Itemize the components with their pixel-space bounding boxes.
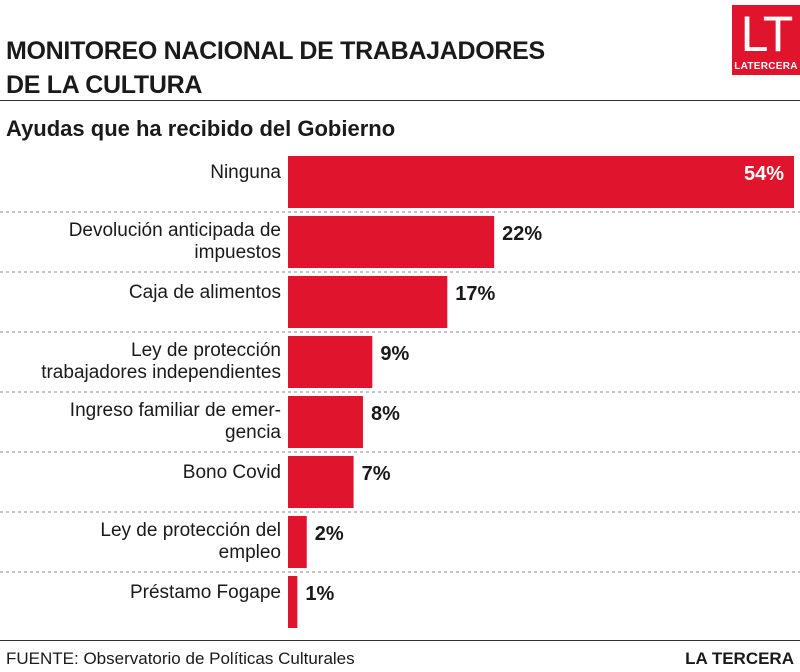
page-title-line-1: MONITOREO NACIONAL DE TRABAJADORES [6, 37, 545, 65]
page-title-line-2: DE LA CULTURA [6, 71, 203, 99]
value-label-1: 22% [502, 223, 542, 245]
category-label-6: Ley de protección del empleo [100, 520, 281, 563]
bar-0 [288, 156, 794, 208]
footer-brand: LA TERCERA [685, 649, 794, 668]
bar-chart: Ninguna 54% Devolución anticipada de impues… [0, 156, 800, 628]
category-label-3: Ley de protección trabajadores independie… [41, 340, 281, 383]
value-label-2: 17% [455, 283, 495, 305]
category-label-1: Devolución anticipada de impuestos [69, 220, 281, 263]
footer-divider [0, 640, 800, 641]
la-tercera-logo: LT LATERCERA [732, 5, 800, 75]
value-label-7: 1% [305, 583, 334, 605]
source-note: FUENTE: Observatorio de Políticas Cultur… [6, 649, 355, 668]
bar-1 [288, 216, 495, 268]
category-label-2: Caja de alimentos [129, 282, 281, 303]
logo-mark: LT [740, 6, 794, 62]
bar-3 [288, 336, 373, 388]
value-label-6: 2% [315, 523, 344, 545]
value-label-4: 8% [371, 403, 400, 425]
bar-4 [288, 396, 363, 448]
category-label-0: Ninguna [210, 162, 281, 183]
chart-title: Ayudas que ha recibido del Gobierno [6, 116, 396, 141]
logo-text: LATERCERA [734, 61, 798, 72]
bar-5 [288, 456, 354, 508]
category-label-5: Bono Covid [183, 462, 281, 483]
bar-7 [288, 576, 298, 628]
value-label-0: 54% [744, 163, 784, 185]
value-label-3: 9% [380, 343, 409, 365]
category-label-7: Préstamo Fogape [130, 582, 281, 603]
bar-6 [288, 516, 307, 568]
page-title: MONITOREO NACIONAL DE TRABAJADORES DE LA… [6, 34, 606, 102]
bar-2 [288, 276, 448, 328]
value-label-5: 7% [362, 463, 391, 485]
header-divider [0, 100, 800, 101]
category-label-4: Ingreso familiar de emer-gencia [70, 400, 282, 443]
